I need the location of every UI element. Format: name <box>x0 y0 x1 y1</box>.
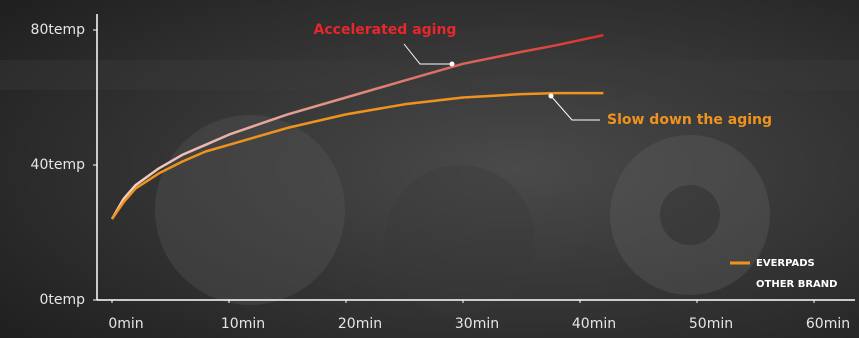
background-photo <box>0 60 859 315</box>
annotation-dot <box>449 61 455 67</box>
x-tick-label: 60min <box>806 316 850 332</box>
annotation: Accelerated aging <box>314 22 457 38</box>
x-tick-label: 50min <box>689 316 733 332</box>
y-tick-label: 80temp <box>31 22 86 38</box>
x-tick-label: 30min <box>455 316 499 332</box>
annotation: Slow down the aging <box>607 112 772 128</box>
series-line <box>110 91 604 220</box>
y-tick-label: 40temp <box>31 157 86 173</box>
legend-label: EVERPADS <box>756 258 815 269</box>
annotation-leader <box>550 95 600 121</box>
annotation-dot <box>548 93 554 99</box>
x-tick-label: 20min <box>338 316 382 332</box>
x-tick-label: 0min <box>108 316 143 332</box>
series-line <box>110 33 604 220</box>
legend-label: OTHER BRAND <box>756 279 837 290</box>
x-tick-label: 40min <box>572 316 616 332</box>
x-tick-label: 10min <box>221 316 265 332</box>
annotation-leader <box>403 43 452 65</box>
y-tick-label: 0temp <box>39 292 85 308</box>
